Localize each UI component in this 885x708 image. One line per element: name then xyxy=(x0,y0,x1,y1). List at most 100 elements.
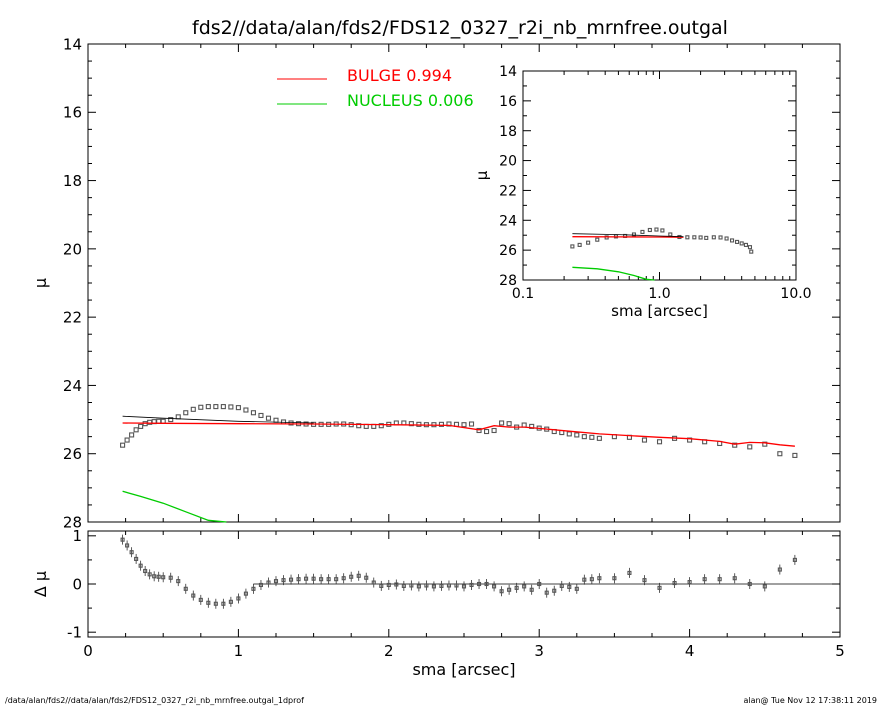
main-data-point xyxy=(491,427,497,434)
inset-frame xyxy=(522,70,797,281)
main-data-point xyxy=(190,406,196,412)
inset-total-line xyxy=(572,233,684,238)
residual-data-point xyxy=(168,575,173,580)
main-plot: 14 16 18 20 22 24 26 28 μ xyxy=(31,35,841,531)
inset-data-point xyxy=(747,245,753,250)
residual-data-point xyxy=(612,576,617,581)
residual-data-point xyxy=(258,582,264,588)
main-ylabel: μ xyxy=(31,278,50,288)
residual-data-point xyxy=(657,585,662,590)
inset-data-point xyxy=(749,249,754,254)
inset-data-point xyxy=(577,242,582,247)
residual-data-point xyxy=(296,577,301,582)
inset-xtick-label: 0.1 xyxy=(512,286,534,302)
inset-data-point xyxy=(739,241,744,246)
legend-nucleus-label: NUCLEUS 0.006 xyxy=(347,91,474,110)
residual-data-point xyxy=(627,570,632,575)
residual-data-point xyxy=(777,567,782,572)
residual-data-point xyxy=(228,599,233,604)
main-data-point xyxy=(408,421,414,427)
main-data-point xyxy=(235,405,241,411)
residual-data-point xyxy=(552,588,557,593)
residual-data-point xyxy=(514,585,519,590)
inset-data-point xyxy=(640,229,645,234)
main-data-point xyxy=(378,423,384,429)
inset-data-point xyxy=(654,227,659,232)
residual-data-point xyxy=(431,584,436,589)
main-ytick-label: 18 xyxy=(63,172,82,190)
inset-data-point xyxy=(685,235,690,240)
main-data-point xyxy=(438,421,444,427)
main-data-point xyxy=(641,437,648,443)
inset-data-point xyxy=(735,239,740,244)
residual-ytick-label: 0 xyxy=(72,575,82,593)
main-data-point xyxy=(205,404,211,410)
main-data-point xyxy=(198,404,204,410)
main-data-point xyxy=(288,420,294,426)
inset-data-point xyxy=(631,232,637,237)
residual-data-point xyxy=(439,583,444,588)
main-data-point xyxy=(476,427,482,434)
main-data-point xyxy=(183,410,189,416)
inset-data-point xyxy=(698,235,703,240)
residual-xlabel: sma [arcsec] xyxy=(412,660,515,679)
residual-data-point xyxy=(143,568,148,574)
residual-data-point xyxy=(326,577,331,582)
main-data-point xyxy=(120,442,126,448)
main-ytick-label: 28 xyxy=(63,513,82,531)
inset-data-point xyxy=(692,235,697,240)
residual-data-point xyxy=(183,586,188,591)
residual-data-point xyxy=(492,584,497,589)
residual-data-point xyxy=(702,577,707,582)
residual-data-point xyxy=(461,584,467,589)
residual-data-point xyxy=(138,563,143,568)
residual-ylabel: Δ μ xyxy=(31,571,50,597)
inset-data-point xyxy=(718,235,723,240)
residual-data-point xyxy=(281,578,286,583)
main-data-point xyxy=(220,404,226,410)
main-data-point xyxy=(777,451,783,457)
main-data-point xyxy=(468,421,475,427)
residual-data-point xyxy=(176,579,181,584)
main-data-point xyxy=(416,421,422,427)
residual-data-point xyxy=(589,577,594,582)
residual-data-point xyxy=(191,593,196,598)
residual-data-point xyxy=(559,583,564,588)
inset-bulge-line xyxy=(572,236,684,238)
main-data-point xyxy=(129,432,135,438)
main-data-point xyxy=(461,422,467,428)
residual-data-point xyxy=(446,583,452,588)
residual-data-point xyxy=(469,582,474,588)
residual-xtick-label: 0 xyxy=(83,642,93,660)
residual-data-point xyxy=(762,584,767,589)
inset-xtick-label: 1.0 xyxy=(648,286,670,302)
main-data-point xyxy=(265,415,272,421)
residual-data-point xyxy=(544,590,549,595)
residual-data-point xyxy=(537,581,542,587)
main-data-point xyxy=(506,421,512,427)
residual-ytick-label: -1 xyxy=(67,624,82,642)
inset-ytick-label: 26 xyxy=(499,243,517,259)
residual-data-point xyxy=(129,550,134,555)
residual-data-point xyxy=(507,587,512,592)
residual-data-point xyxy=(120,537,125,542)
main-data-point xyxy=(747,444,753,450)
residual-data-point xyxy=(454,583,459,588)
residual-xtick-label: 1 xyxy=(234,642,244,660)
residual-data-point xyxy=(394,582,399,587)
residual-data-point xyxy=(371,580,376,585)
residual-data-point xyxy=(364,575,369,580)
inset-data-point xyxy=(668,232,673,237)
inset-ytick-label: 16 xyxy=(499,94,517,110)
main-ytick-label: 16 xyxy=(63,104,82,122)
residual-data-point xyxy=(266,580,271,585)
inset-ytick-label: 18 xyxy=(499,124,517,140)
main-ytick-label: 22 xyxy=(63,309,82,327)
residual-data-point xyxy=(747,581,752,587)
inset-ytick-label: 14 xyxy=(499,64,517,80)
main-data-point xyxy=(792,452,798,458)
main-nucleus-line xyxy=(122,490,227,523)
residual-xtick-label: 2 xyxy=(384,642,394,660)
inset-nucleus-line xyxy=(572,266,655,281)
residual-data-point xyxy=(567,584,572,589)
